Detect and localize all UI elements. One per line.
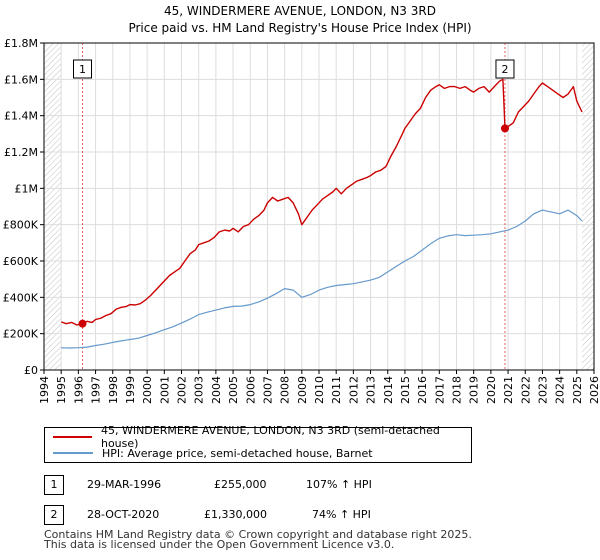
x-tick-label: 2016 — [416, 376, 429, 404]
sale-point-1 — [78, 319, 87, 328]
hpi-series-line — [61, 209, 583, 349]
x-tick-label: 2011 — [330, 376, 343, 404]
sale-hpi-2: 74% ↑ HPI — [312, 508, 371, 521]
y-tick-label: £200K — [3, 328, 39, 341]
y-tick-label: £600K — [3, 255, 39, 268]
chart-subtitle: Price paid vs. HM Land Registry's House … — [128, 21, 471, 35]
x-tick-label: 2020 — [485, 376, 498, 404]
footer: Contains HM Land Registry data © Crown c… — [44, 528, 472, 551]
x-tick-label: 2000 — [141, 376, 154, 404]
hatch-pre-data — [44, 43, 62, 370]
y-tick-label: £1.2M — [4, 146, 38, 159]
x-tick-label: 1998 — [107, 376, 120, 404]
x-tick-label: 2007 — [261, 376, 274, 404]
sale-date-1: 29-MAR-1996 — [87, 478, 162, 491]
x-tick-label: 2008 — [279, 376, 292, 404]
sale-point-2 — [500, 124, 509, 133]
sale-marker-1: 1 — [44, 475, 64, 495]
y-tick-label: £1M — [15, 182, 39, 195]
legend-swatch-hpi — [53, 452, 93, 454]
legend-swatch-property — [53, 436, 92, 438]
property-series-line — [60, 78, 583, 326]
x-tick-label: 2018 — [451, 376, 464, 404]
y-tick-label: £0 — [24, 364, 38, 377]
sale-box-label-1: 1 — [79, 63, 86, 76]
x-tick-label: 2019 — [468, 376, 481, 404]
sale-price-2: £1,330,000 — [204, 508, 267, 521]
x-tick-label: 2009 — [296, 376, 309, 404]
legend-item-hpi: HPI: Average price, semi-detached house,… — [53, 445, 373, 461]
x-tick-label: 2013 — [365, 376, 378, 404]
x-tick-label: 2006 — [244, 376, 257, 404]
legend-item-property: 45, WINDERMERE AVENUE, LONDON, N3 3RD (s… — [53, 424, 471, 450]
x-tick-label: 2012 — [347, 376, 360, 404]
x-tick-label: 2010 — [313, 376, 326, 404]
y-tick-label: £1.6M — [4, 73, 38, 86]
x-tick-label: 2021 — [502, 376, 515, 404]
chart-legend: 45, WINDERMERE AVENUE, LONDON, N3 3RD (s… — [44, 424, 472, 463]
sale-box-2 — [495, 59, 515, 79]
legend-label-property: 45, WINDERMERE AVENUE, LONDON, N3 3RD (s… — [100, 424, 440, 450]
legend-label-hpi: HPI: Average price, semi-detached house,… — [102, 446, 373, 460]
y-tick-label: £800K — [3, 219, 39, 232]
x-tick-label: 1997 — [90, 376, 103, 404]
x-tick-label: 2025 — [571, 376, 584, 404]
plot-frame — [43, 42, 595, 371]
sale-marker-2: 2 — [44, 505, 64, 525]
sale-box-1 — [73, 59, 92, 79]
y-tick-label: £1.8M — [4, 37, 38, 50]
x-tick-label: 2005 — [227, 376, 240, 404]
x-tick-label: 2004 — [210, 376, 223, 404]
hatch-post-data — [581, 43, 594, 370]
x-tick-label: 2023 — [536, 376, 549, 404]
x-tick-label: 2015 — [399, 376, 412, 404]
y-tick-label: £1.4M — [4, 110, 38, 123]
x-tick-label: 1999 — [124, 376, 137, 404]
sale-price-1: £255,000 — [214, 478, 267, 491]
x-tick-label: 2022 — [519, 376, 532, 404]
sale-date-2: 28-OCT-2020 — [87, 508, 160, 521]
x-tick-label: 1996 — [72, 376, 85, 404]
y-tick-label: £400K — [3, 291, 39, 304]
x-tick-label: 2026 — [588, 376, 600, 404]
x-tick-label: 2003 — [193, 376, 206, 404]
x-tick-label: 2024 — [554, 376, 567, 404]
x-tick-label: 2001 — [158, 376, 171, 404]
footer-licence: This data is licensed under the Open Gov… — [44, 538, 395, 551]
sale-hpi-1: 107% ↑ HPI — [306, 478, 372, 491]
x-tick-label: 1994 — [38, 376, 51, 404]
footer-copyright: Contains HM Land Registry data © Crown c… — [44, 528, 472, 541]
x-tick-label: 2017 — [433, 376, 446, 404]
sale-box-label-2: 2 — [501, 63, 508, 76]
chart-title: 45, WINDERMERE AVENUE, LONDON, N3 3RD — [164, 4, 436, 18]
price-chart: 45, WINDERMERE AVENUE, LONDON, N3 3RD Pr… — [3, 4, 600, 404]
x-tick-label: 2014 — [382, 376, 395, 404]
x-tick-label: 2002 — [176, 376, 189, 404]
x-tick-label: 1995 — [55, 376, 68, 404]
